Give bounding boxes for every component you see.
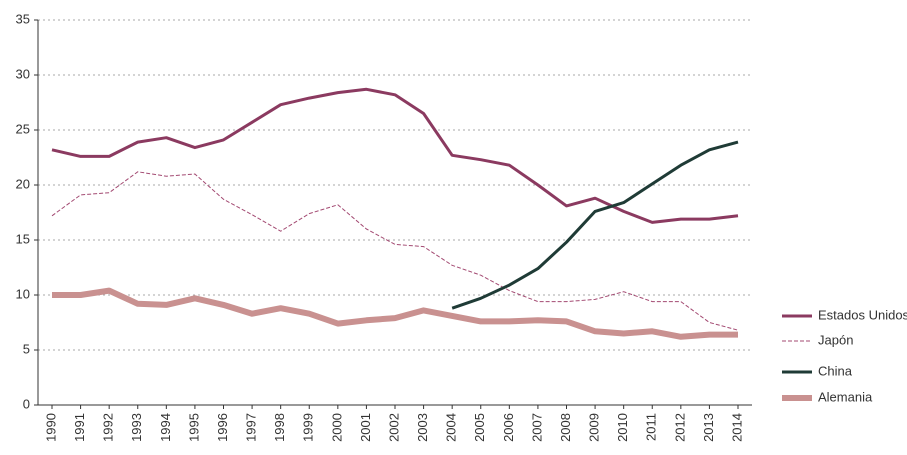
x-tick-label: 2005 — [472, 413, 487, 442]
y-tick-label: 10 — [16, 286, 30, 301]
legend-label: Estados Unidos — [818, 307, 907, 322]
x-tick-label: 1990 — [43, 413, 58, 442]
x-tick-label: 1999 — [301, 413, 316, 442]
series-line — [51, 87, 739, 224]
y-tick-label: 15 — [16, 231, 30, 246]
y-tick-label: 30 — [16, 66, 30, 81]
x-tick-label: 2013 — [701, 413, 716, 442]
y-tick-label: 25 — [16, 121, 30, 136]
x-tick-label: 1997 — [244, 413, 259, 442]
y-tick-label: 35 — [16, 11, 30, 26]
x-tick-label: 2014 — [729, 413, 744, 442]
x-tick-label: 1992 — [101, 413, 116, 442]
y-tick-label: 20 — [16, 176, 30, 191]
x-tick-label: 1991 — [72, 413, 87, 442]
legend-label: China — [818, 363, 853, 378]
x-tick-label: 2002 — [386, 413, 401, 442]
legend-label: Japón — [818, 332, 853, 347]
x-tick-label: 2012 — [672, 413, 687, 442]
x-tick-label: 2004 — [444, 413, 459, 442]
x-tick-label: 2006 — [501, 413, 516, 442]
x-tick-label: 2011 — [644, 413, 659, 441]
series-line — [51, 171, 739, 331]
x-tick-label: 2007 — [529, 413, 544, 442]
x-tick-label: 2008 — [558, 413, 573, 442]
x-tick-label: 1996 — [215, 413, 230, 442]
x-tick-label: 1993 — [129, 413, 144, 442]
series-line — [451, 140, 739, 310]
x-tick-label: 1995 — [186, 413, 201, 442]
x-tick-label: 2009 — [587, 413, 602, 442]
x-tick-label: 1994 — [158, 413, 173, 442]
y-tick-label: 0 — [23, 396, 30, 411]
x-tick-label: 2001 — [358, 413, 373, 442]
x-tick-label: 2003 — [415, 413, 430, 442]
x-tick-label: 2000 — [329, 413, 344, 442]
y-tick-label: 5 — [23, 341, 30, 356]
series-line — [52, 287, 738, 340]
legend-label: Alemania — [818, 389, 873, 404]
x-tick-label: 2010 — [615, 413, 630, 442]
x-tick-label: 1998 — [272, 413, 287, 442]
